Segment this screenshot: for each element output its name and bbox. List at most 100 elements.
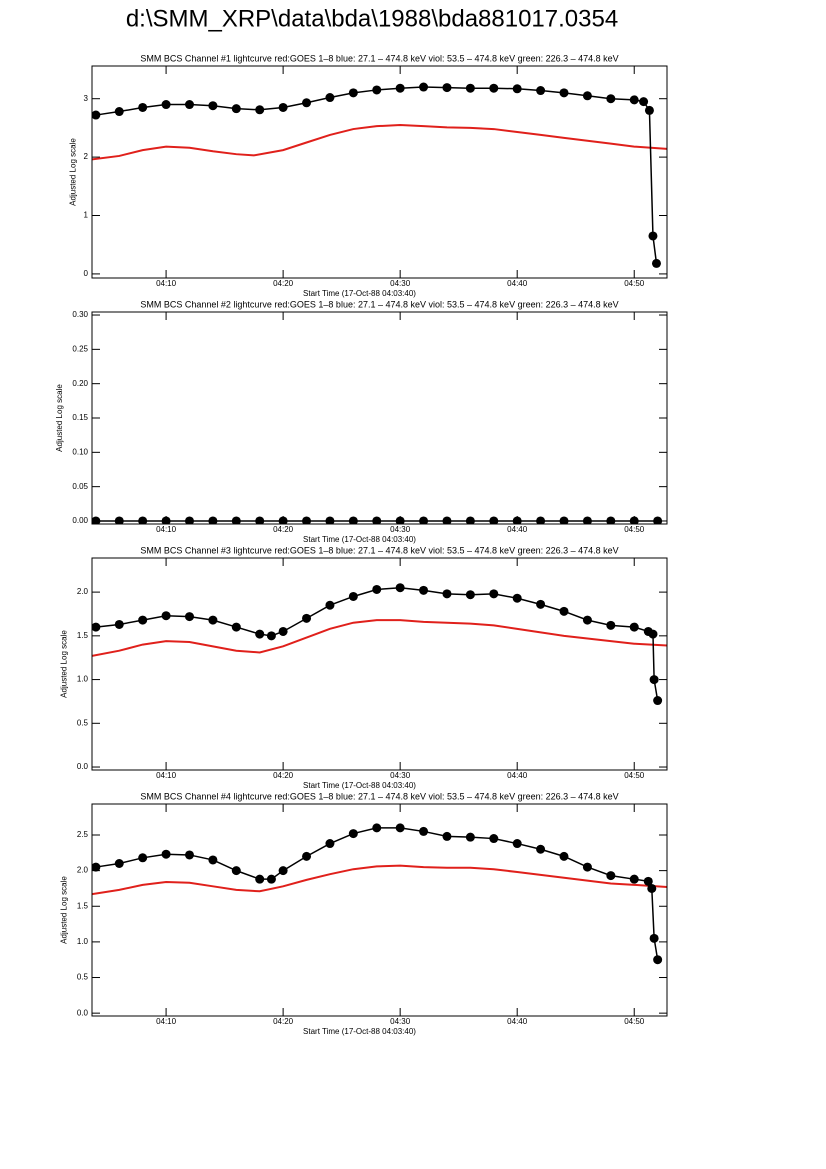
data-point xyxy=(161,516,171,524)
y-tick-label: 0.20 xyxy=(72,379,88,388)
data-point xyxy=(559,851,569,861)
panel-title: SMM BCS Channel #1 lightcurve red:GOES 1… xyxy=(140,53,618,63)
x-tick-label: 04:10 xyxy=(156,771,177,780)
x-axis-label: Start Time (17-Oct-88 04:03:40) xyxy=(303,1027,416,1036)
x-tick-label: 04:40 xyxy=(507,1017,528,1026)
y-tick-label: 0.0 xyxy=(77,1008,89,1017)
y-axis-label: Adjusted Log scale xyxy=(60,876,69,944)
y-tick-label: 3 xyxy=(84,94,89,103)
x-tick-label: 04:40 xyxy=(507,771,528,780)
data-point xyxy=(419,82,429,92)
data-point xyxy=(442,831,452,841)
data-point xyxy=(208,855,218,865)
y-tick-label: 2.0 xyxy=(77,866,89,875)
data-point xyxy=(348,591,358,601)
data-point xyxy=(643,876,653,886)
plot-frame xyxy=(91,557,668,771)
series-line xyxy=(95,86,658,264)
data-point xyxy=(138,853,148,863)
y-tick-label: 0.5 xyxy=(77,973,89,982)
data-point xyxy=(395,823,405,833)
data-point xyxy=(372,584,382,594)
data-point xyxy=(348,829,358,839)
data-point xyxy=(161,611,171,621)
data-point xyxy=(465,590,475,600)
y-axis-label: Adjusted Log scale xyxy=(60,630,69,698)
x-tick-label: 04:10 xyxy=(156,1017,177,1026)
data-point xyxy=(512,516,522,524)
data-point xyxy=(512,839,522,849)
data-point xyxy=(582,516,592,524)
plot-frame xyxy=(91,803,668,1017)
x-tick-label: 04:20 xyxy=(273,279,294,288)
data-point xyxy=(208,615,218,625)
panel: SMM BCS Channel #2 lightcurve red:GOES 1… xyxy=(55,299,668,544)
data-point xyxy=(372,516,382,524)
data-point xyxy=(489,834,499,844)
data-point xyxy=(648,629,658,639)
y-tick-label: 0 xyxy=(84,269,89,278)
data-point xyxy=(278,102,288,112)
figure-title: d:\SMM_XRP\data\bda\1988\bda881017.0354 xyxy=(126,5,618,32)
data-point xyxy=(606,516,616,524)
data-point xyxy=(559,88,569,98)
y-tick-label: 0.30 xyxy=(72,310,88,319)
data-point xyxy=(606,94,616,104)
x-tick-label: 04:30 xyxy=(390,279,411,288)
series-line xyxy=(92,864,667,896)
y-tick-label: 0.0 xyxy=(77,762,89,771)
x-axis-label: Start Time (17-Oct-88 04:03:40) xyxy=(303,289,416,298)
data-point xyxy=(651,258,661,268)
data-point xyxy=(372,823,382,833)
data-point xyxy=(138,516,148,524)
data-point xyxy=(653,696,663,706)
y-tick-label: 0.00 xyxy=(72,516,88,525)
x-tick-label: 04:50 xyxy=(624,279,645,288)
y-tick-label: 0.10 xyxy=(72,447,88,456)
data-point xyxy=(255,516,265,524)
data-point xyxy=(489,589,499,599)
data-point xyxy=(266,874,276,884)
y-tick-label: 2.5 xyxy=(77,830,89,839)
y-tick-label: 1.0 xyxy=(77,937,89,946)
data-point xyxy=(184,850,194,860)
data-point xyxy=(649,675,659,685)
data-point xyxy=(372,85,382,95)
plot-area xyxy=(92,516,663,524)
data-point xyxy=(647,883,657,893)
data-point xyxy=(629,95,639,105)
y-axis-label: Adjusted Log scale xyxy=(69,138,78,206)
y-tick-label: 1 xyxy=(84,211,89,220)
x-tick-label: 04:10 xyxy=(156,525,177,534)
data-point xyxy=(231,516,241,524)
data-point xyxy=(648,231,658,241)
x-tick-label: 04:50 xyxy=(624,771,645,780)
x-tick-label: 04:40 xyxy=(507,279,528,288)
data-point xyxy=(644,105,654,115)
data-point xyxy=(231,104,241,114)
x-tick-label: 04:30 xyxy=(390,771,411,780)
x-tick-label: 04:50 xyxy=(624,1017,645,1026)
data-point xyxy=(92,622,101,632)
panel-title: SMM BCS Channel #3 lightcurve red:GOES 1… xyxy=(140,545,618,555)
plot-area xyxy=(92,82,667,268)
data-point xyxy=(442,589,452,599)
data-point xyxy=(649,933,659,943)
data-point xyxy=(161,100,171,110)
data-point xyxy=(92,110,101,120)
data-point xyxy=(419,516,429,524)
data-point xyxy=(629,622,639,632)
data-point xyxy=(653,955,663,965)
series-line xyxy=(92,619,667,657)
x-tick-label: 04:20 xyxy=(273,1017,294,1026)
data-point xyxy=(114,619,124,629)
data-point xyxy=(92,862,101,872)
data-point xyxy=(606,620,616,630)
data-point xyxy=(325,600,335,610)
plot-area xyxy=(92,823,667,965)
data-point xyxy=(255,105,265,115)
data-point xyxy=(231,622,241,632)
x-axis-label: Start Time (17-Oct-88 04:03:40) xyxy=(303,535,416,544)
